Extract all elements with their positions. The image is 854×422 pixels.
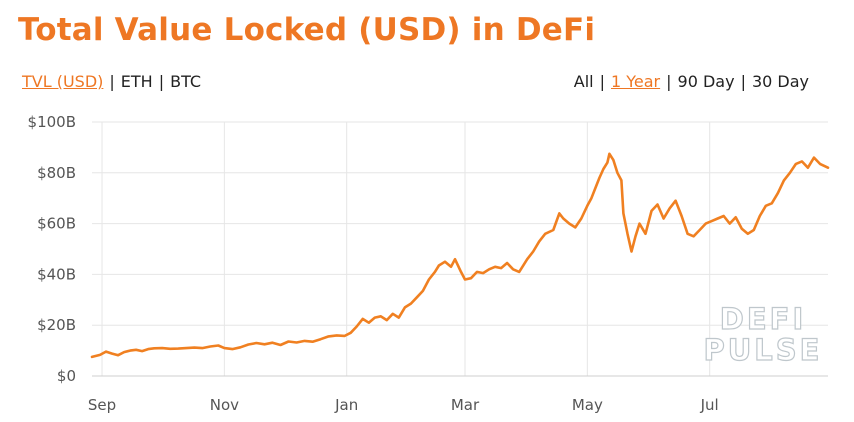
y-tick-label: $20B	[37, 316, 76, 334]
y-tick-label: $100B	[28, 113, 76, 131]
x-tick-label: Nov	[210, 396, 239, 414]
axis-labels: $0 $20B $40B $60B $80B $100B Sep Nov Jan Mar May Ju…	[28, 113, 719, 414]
tvl-series-line	[90, 152, 830, 359]
x-tick-label: Jul	[700, 396, 719, 414]
page-title: Total Value Locked (USD) in DeFi	[18, 12, 596, 48]
watermark-line-1: DEFI	[720, 302, 806, 336]
defi-pulse-watermark: DEFI PULSE	[703, 301, 823, 367]
range-1-year[interactable]: 1 Year	[610, 72, 661, 91]
y-tick-label: $0	[57, 367, 76, 385]
range-90-day[interactable]: 90 Day	[677, 72, 735, 91]
divider: |	[158, 72, 165, 91]
tab-tvl-usd[interactable]: TVL (USD)	[22, 72, 104, 91]
watermark-line-2: PULSE	[704, 333, 823, 367]
y-tick-label: $60B	[37, 215, 76, 233]
divider: |	[740, 72, 746, 91]
x-tick-label: Sep	[88, 396, 116, 414]
x-tick-label: May	[572, 396, 603, 414]
metric-selector: TVL (USD) | ETH | BTC	[22, 72, 201, 91]
range-all[interactable]: All	[573, 72, 594, 91]
y-tick-label: $40B	[37, 265, 76, 283]
range-selector: All | 1 Year | 90 Day | 30 Day	[574, 72, 809, 91]
y-tick-label: $80B	[37, 164, 76, 182]
range-30-day[interactable]: 30 Day	[751, 72, 809, 91]
divider: |	[109, 72, 115, 91]
tab-btc[interactable]: BTC	[170, 72, 202, 91]
tab-eth[interactable]: ETH	[120, 72, 153, 91]
x-tick-label: Mar	[451, 396, 480, 414]
divider: |	[666, 72, 672, 91]
series	[90, 152, 830, 359]
x-tick-label: Jan	[334, 396, 358, 414]
divider: |	[599, 72, 605, 91]
